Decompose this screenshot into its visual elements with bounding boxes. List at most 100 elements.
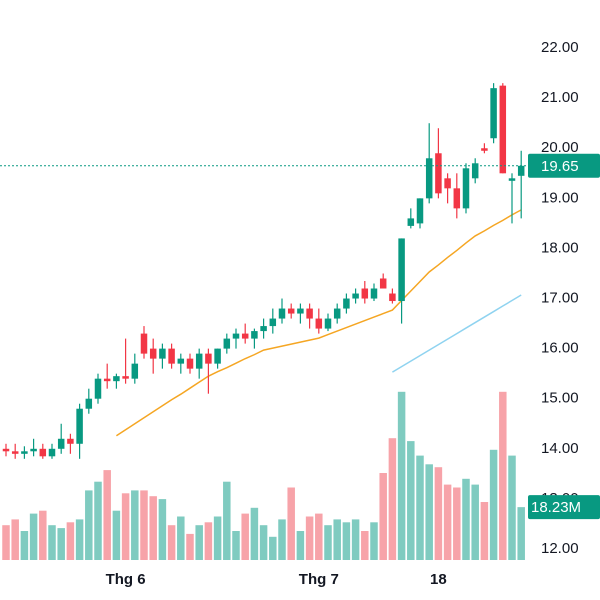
volume-bar: [48, 525, 56, 560]
volume-bar: [186, 533, 194, 560]
candle-body: [269, 318, 277, 327]
volume-bar: [167, 525, 176, 560]
volume-bar: [121, 493, 130, 560]
volume-bar: [259, 525, 268, 560]
candle-body: [389, 293, 396, 302]
volume-bar: [324, 525, 332, 560]
candle-body: [517, 165, 525, 176]
candle-body: [333, 308, 341, 319]
volume-bar: [499, 391, 507, 560]
candle-body: [94, 378, 102, 399]
volume-bar: [351, 519, 360, 560]
candle-body: [416, 198, 424, 224]
volume-bar: [471, 484, 479, 560]
y-tick-label: 16.00: [541, 340, 579, 357]
candle-body: [398, 238, 405, 302]
volume-bar: [103, 470, 111, 560]
candle-body: [444, 178, 451, 189]
volume-bar: [195, 525, 203, 560]
volume-bar: [342, 522, 351, 560]
x-tick-label: Thg 6: [106, 571, 146, 588]
candle-body: [260, 326, 267, 332]
candle-body: [195, 353, 203, 369]
volume-bar: [361, 531, 369, 560]
candle-body: [30, 448, 37, 452]
candle-body: [508, 178, 516, 181]
candle-body: [223, 338, 231, 349]
volume-bar: [39, 510, 47, 560]
volume-bar: [250, 507, 259, 560]
volume-bar: [480, 502, 489, 560]
volume-bar: [94, 481, 102, 560]
candle-body: [407, 218, 415, 226]
candle-body: [48, 448, 56, 457]
last-price-box: [528, 153, 600, 178]
candle-body: [85, 398, 93, 409]
volume-bar: [287, 487, 295, 560]
y-tick-label: 22.00: [541, 39, 579, 56]
volume-bar: [241, 513, 249, 560]
volume-bar: [20, 531, 29, 560]
moving-average-line: [115, 209, 522, 437]
candle-body: [122, 376, 129, 379]
last-price-label: 19.65: [541, 158, 579, 175]
candle-body: [278, 308, 286, 319]
candle-body: [425, 158, 433, 199]
volume-bar: [140, 490, 148, 560]
candle-body: [232, 333, 240, 339]
candle-body: [315, 318, 323, 329]
volume-bar: [517, 507, 525, 560]
volume-bar: [131, 490, 139, 560]
volume-bar: [388, 438, 397, 560]
volume-bar: [2, 525, 10, 560]
y-tick-label: 21.00: [541, 89, 579, 106]
volume-bar: [232, 531, 240, 560]
candle-body: [113, 376, 120, 382]
y-tick-label: 19.00: [541, 189, 579, 206]
y-tick-label: 17.00: [541, 289, 579, 306]
candle-body: [324, 318, 332, 329]
volume-bar: [333, 519, 341, 560]
candle-body: [453, 188, 461, 209]
volume-bar: [296, 531, 305, 560]
volume-bar: [489, 449, 498, 560]
last-volume-box: [528, 495, 600, 520]
volume-bar: [397, 391, 406, 560]
volume-bar: [213, 516, 222, 560]
candle-body: [297, 308, 304, 314]
volume-bar: [443, 484, 452, 560]
last-volume-label: 18.23M: [531, 499, 581, 516]
candle-body: [205, 353, 212, 364]
candle-body: [251, 331, 258, 339]
candle-body: [39, 448, 47, 457]
volume-bar: [112, 510, 121, 560]
candle-body: [343, 298, 350, 309]
volume-bar: [204, 522, 213, 560]
volume-bar: [508, 455, 516, 560]
candle-body: [490, 88, 497, 139]
volume-bar: [434, 467, 443, 560]
candle-body: [306, 308, 313, 319]
candle-body: [352, 293, 359, 299]
volume-bar: [85, 490, 93, 560]
candle-body: [140, 333, 148, 354]
volume-bar: [305, 516, 314, 560]
y-tick-label: 20.00: [541, 139, 579, 156]
volume-bar: [278, 519, 286, 560]
volume-bar: [269, 536, 277, 560]
candle-body: [471, 163, 479, 179]
y-tick-label: 18.00: [541, 239, 579, 256]
candle-body: [481, 148, 488, 151]
candle-body: [186, 358, 194, 369]
candle-body: [177, 358, 185, 364]
candle-body: [361, 288, 369, 299]
volume-bar: [453, 487, 461, 560]
candle-body: [11, 451, 19, 454]
x-tick-label: Thg 7: [299, 571, 339, 588]
candle-body: [2, 448, 10, 452]
volume-bar: [370, 522, 378, 560]
volume-bar: [223, 481, 231, 560]
candle-body: [379, 278, 387, 289]
candle-body: [287, 308, 295, 314]
y-tick-label: 14.00: [541, 440, 579, 457]
